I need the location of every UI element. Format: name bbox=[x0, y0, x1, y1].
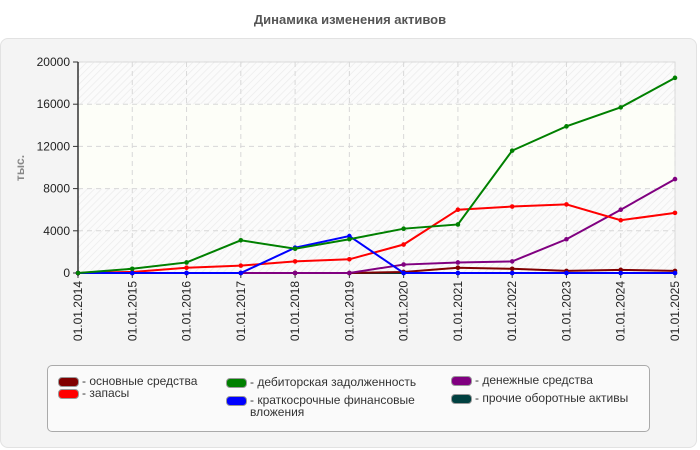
data-point bbox=[455, 265, 461, 271]
data-point bbox=[455, 260, 461, 265]
data-point bbox=[401, 226, 406, 231]
data-point bbox=[129, 266, 135, 272]
data-point bbox=[509, 259, 515, 264]
data-point bbox=[672, 176, 678, 182]
legend-swatch bbox=[451, 376, 472, 386]
data-point bbox=[75, 270, 81, 276]
data-point bbox=[564, 124, 569, 129]
legend-swatch bbox=[226, 396, 247, 406]
axes: 0 4000 8000 12000 16000 20000 01.01.2014 01.01.… bbox=[13, 55, 682, 341]
data-point bbox=[455, 270, 461, 276]
x-tick-label: 01.01.2018 bbox=[288, 281, 302, 341]
x-tick-label: 01.01.2017 bbox=[234, 281, 248, 341]
data-series bbox=[75, 75, 678, 276]
y-tick-label: 20000 bbox=[37, 55, 71, 69]
data-point bbox=[618, 267, 624, 273]
y-tick-label: 0 bbox=[63, 266, 70, 280]
data-point bbox=[564, 236, 569, 242]
data-point bbox=[292, 270, 298, 276]
y-tick-label: 12000 bbox=[37, 139, 71, 153]
data-point bbox=[184, 270, 189, 276]
data-point bbox=[347, 256, 352, 262]
data-point bbox=[129, 270, 135, 276]
grid-lines bbox=[78, 61, 676, 273]
y-tick-label: 8000 bbox=[43, 182, 70, 196]
data-point bbox=[564, 202, 569, 207]
legend: - основные средства - запасы - дебиторск… bbox=[47, 365, 650, 432]
legend-swatch bbox=[226, 378, 247, 388]
data-point bbox=[292, 259, 298, 264]
legend-swatch bbox=[58, 389, 79, 399]
plot-area bbox=[77, 61, 676, 274]
x-tick-label: 01.01.2014 bbox=[71, 281, 85, 341]
data-point bbox=[672, 75, 678, 81]
data-point bbox=[672, 210, 678, 216]
data-point bbox=[618, 270, 624, 276]
data-point bbox=[618, 105, 624, 110]
y-tick-label: 4000 bbox=[43, 224, 70, 238]
data-point bbox=[509, 270, 515, 276]
x-tick-label: 01.01.2015 bbox=[125, 281, 139, 341]
x-tick-label: 01.01.2019 bbox=[342, 281, 356, 341]
x-tick-label: 01.01.2023 bbox=[559, 281, 573, 341]
legend-item-cash: - денежные средства bbox=[451, 374, 593, 386]
x-tick-label: 01.01.2024 bbox=[614, 281, 628, 341]
data-point bbox=[455, 222, 461, 227]
data-point bbox=[509, 204, 515, 209]
data-point bbox=[618, 207, 624, 212]
legend-swatch bbox=[451, 394, 472, 404]
data-point bbox=[292, 246, 298, 252]
y-axis-label: тыс. bbox=[13, 155, 27, 181]
data-point bbox=[347, 236, 352, 242]
legend-item-other-current-assets: - прочие оборотные активы bbox=[451, 392, 628, 404]
data-point bbox=[455, 207, 461, 212]
x-tick-label: 01.01.2022 bbox=[505, 281, 519, 341]
data-point bbox=[184, 265, 189, 271]
series-line bbox=[78, 235, 675, 274]
data-point bbox=[509, 266, 515, 272]
data-point bbox=[564, 270, 569, 276]
data-point bbox=[238, 237, 244, 243]
chart-title: Динамика изменения активов bbox=[253, 12, 447, 27]
data-point bbox=[401, 262, 406, 267]
data-point bbox=[618, 217, 624, 223]
data-point bbox=[238, 270, 244, 276]
x-tick-label: 01.01.2021 bbox=[451, 281, 465, 341]
data-point bbox=[184, 260, 189, 265]
x-tick-label: 01.01.2016 bbox=[180, 281, 194, 341]
series-line bbox=[77, 203, 676, 274]
data-point bbox=[347, 233, 352, 239]
data-point bbox=[401, 242, 406, 247]
data-point bbox=[401, 270, 406, 276]
legend-swatch bbox=[58, 377, 79, 387]
data-point bbox=[672, 270, 678, 276]
data-point bbox=[509, 148, 515, 153]
legend-item-fixed-assets: - основные средства bbox=[58, 375, 197, 387]
series-line bbox=[77, 76, 676, 274]
legend-item-short-term-investments: - краткосрочные финансовые вложения bbox=[226, 394, 436, 418]
x-tick-label: 01.01.2020 bbox=[397, 281, 411, 341]
x-tick-label: 01.01.2025 bbox=[668, 281, 682, 341]
legend-item-inventory: - запасы bbox=[58, 387, 129, 399]
data-point bbox=[347, 270, 352, 276]
y-tick-label: 16000 bbox=[37, 97, 71, 111]
legend-item-receivables: - дебиторская задолженность bbox=[226, 376, 416, 388]
data-point bbox=[238, 263, 244, 268]
